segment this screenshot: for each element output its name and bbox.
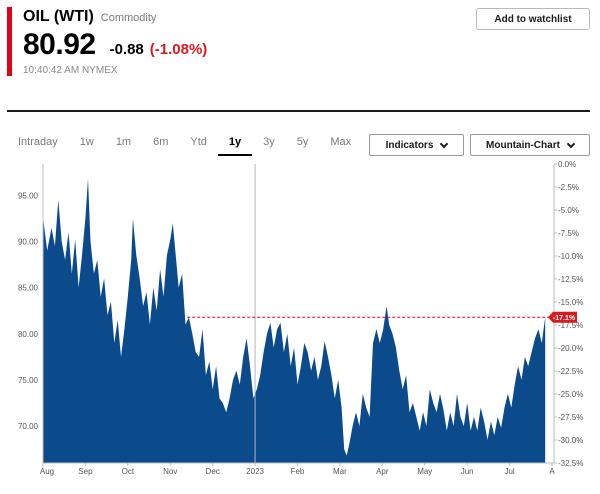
price-chart[interactable]: 95.00 90.00 85.00 80.00 75.00 70.00 0.0% -2.5% -… <box>0 160 600 494</box>
right-axis-tick: -15.0% <box>558 298 583 307</box>
tab-1m[interactable]: 1m <box>115 136 132 148</box>
right-axis-tick: -32.5% <box>558 459 583 468</box>
x-axis-tick: Dec <box>206 467 220 476</box>
tab-5y[interactable]: 5y <box>296 136 309 148</box>
left-axis-tick: 95.00 <box>18 191 39 200</box>
tab-1w[interactable]: 1w <box>79 136 94 148</box>
last-value-badge <box>548 311 577 323</box>
right-axis-tick: -12.5% <box>558 275 583 284</box>
indicators-label: Indicators <box>385 139 434 151</box>
tab-3y[interactable]: 3y <box>263 136 275 148</box>
left-axis-tick: 75.00 <box>18 376 39 385</box>
x-axis-tick: 2023 <box>246 467 264 476</box>
quote-header: OIL (WTI) Commodity 80.92 -0.88 (-1.08%)… <box>0 0 600 110</box>
last-value-label: -17.1% <box>553 315 576 322</box>
x-axis-tick: May <box>417 467 432 476</box>
indicators-dropdown[interactable]: Indicators <box>369 134 464 156</box>
right-axis-tick: -10.0% <box>558 252 583 261</box>
tab-1y[interactable]: 1y <box>217 128 253 156</box>
instrument-title: OIL (WTI) <box>23 8 94 25</box>
x-axis-tick: Jul <box>504 467 514 476</box>
add-to-watchlist-button[interactable]: Add to watchlist <box>476 8 590 30</box>
x-axis-tick: Apr <box>376 467 389 476</box>
last-price: 80.92 <box>23 28 96 61</box>
x-axis-tick: Oct <box>122 467 135 476</box>
chart-type-dropdown[interactable]: Mountain-Chart <box>470 134 590 156</box>
left-axis-tick: 85.00 <box>18 284 39 293</box>
tab-max[interactable]: Max <box>330 136 352 148</box>
quote-time: 10:40:42 AM NYMEX <box>23 65 118 76</box>
left-axis-tick: 70.00 <box>18 422 39 431</box>
x-axis-tick: Aug <box>40 467 54 476</box>
price-change: -0.88 <box>109 41 144 58</box>
chevron-down-icon <box>440 139 449 148</box>
right-axis-tick: -17.5% <box>558 321 583 330</box>
price-row: 80.92 -0.88 (-1.08%) <box>23 28 207 62</box>
accent-bar <box>7 7 12 76</box>
x-axis-tick: Sep <box>78 467 93 476</box>
left-axis-tick: 80.00 <box>18 330 39 339</box>
x-axis-tick: Feb <box>291 467 305 476</box>
title-row: OIL (WTI) Commodity <box>23 8 156 26</box>
x-axis-tick: Mar <box>333 467 347 476</box>
tab-6m[interactable]: 6m <box>153 136 169 148</box>
right-axis-tick: 0.0% <box>558 160 576 169</box>
right-axis-tick: -25.0% <box>558 390 583 399</box>
left-axis-tick: 90.00 <box>18 238 39 247</box>
right-axis-tick: -22.5% <box>558 367 583 376</box>
tab-intraday[interactable]: Intraday <box>18 136 58 148</box>
x-axis-tick: A <box>549 467 555 476</box>
price-change-percent: (-1.08%) <box>149 41 208 58</box>
quote-timestamp: 10:40:42 AM <box>23 65 80 76</box>
chevron-down-icon <box>566 139 576 148</box>
x-axis-tick: Jun <box>461 467 474 476</box>
price-area <box>43 178 546 464</box>
header-divider <box>7 110 590 112</box>
exchange-name: NYMEX <box>81 65 118 76</box>
asset-type-label: Commodity <box>100 12 157 24</box>
right-axis-tick: -5.0% <box>558 206 579 215</box>
right-axis-tick: -30.0% <box>558 436 583 445</box>
tab-ytd[interactable]: Ytd <box>190 136 207 148</box>
right-axis-tick: -20.0% <box>558 344 583 353</box>
right-axis-tick: -7.5% <box>558 229 579 238</box>
range-tabs: Intraday 1w 1m 6m Ytd 1y 3y 5y Max <box>7 128 362 156</box>
chart-type-label: Mountain-Chart <box>486 139 560 151</box>
x-axis-tick: Nov <box>163 467 177 476</box>
right-axis-tick: -2.5% <box>558 183 579 192</box>
right-axis-tick: -27.5% <box>558 413 583 422</box>
